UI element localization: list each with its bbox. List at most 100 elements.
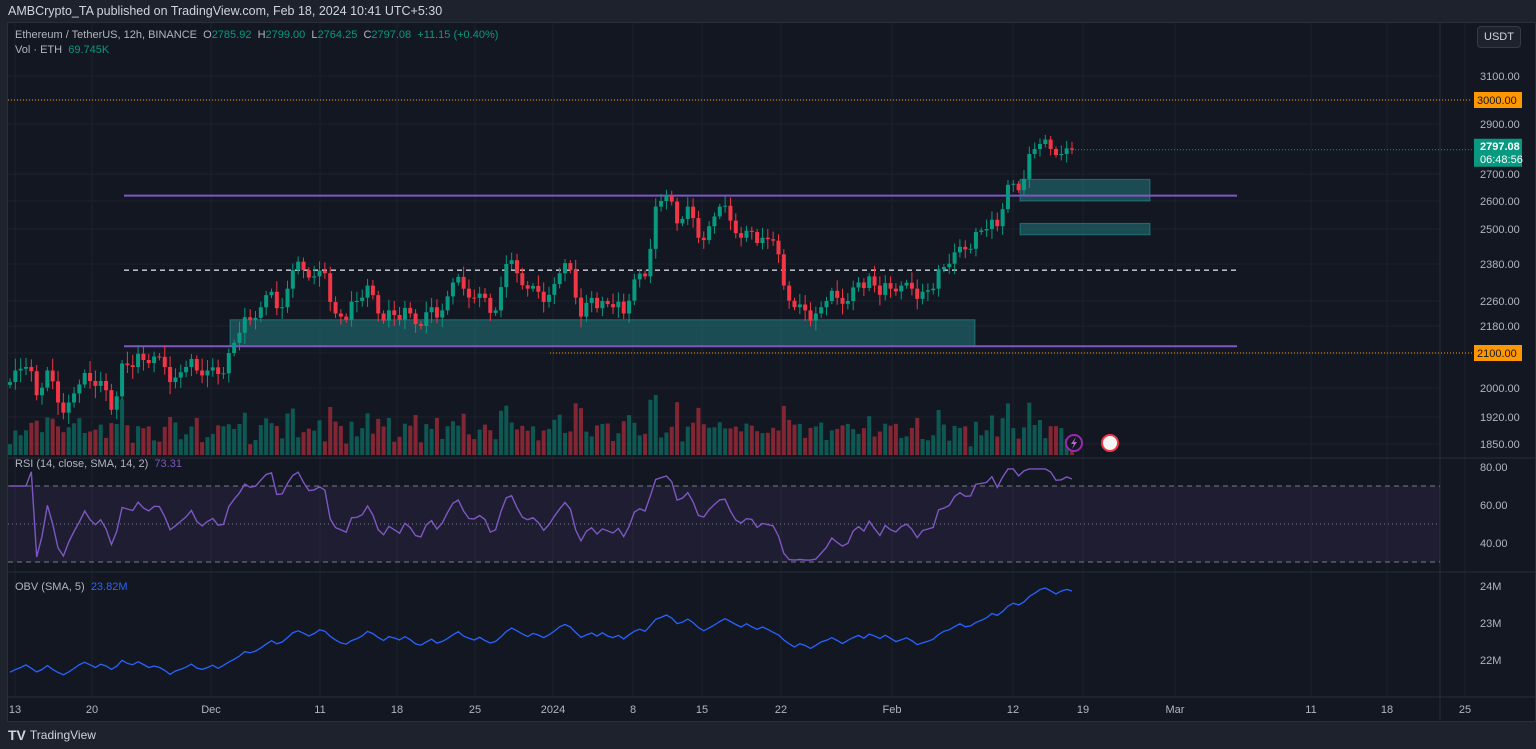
candle-body xyxy=(285,288,290,308)
volume-bar xyxy=(125,425,130,455)
candle-body xyxy=(189,358,194,367)
currency-button[interactable]: USDT xyxy=(1477,26,1521,48)
candle-body xyxy=(114,396,119,410)
volume-bar xyxy=(659,437,664,455)
candle-body xyxy=(72,393,77,403)
volume-bar xyxy=(973,421,978,455)
candle-body xyxy=(157,356,162,358)
level-label-bg xyxy=(1474,92,1522,108)
price-tick-label: 2700.00 xyxy=(1480,169,1520,181)
change-value: +11.15 (+0.40%) xyxy=(417,29,499,41)
candle-body xyxy=(696,218,701,238)
candle-body xyxy=(24,367,29,369)
candle-body xyxy=(744,230,749,238)
volume-bar xyxy=(386,417,391,455)
volume-bar xyxy=(109,423,114,455)
volume-bar xyxy=(296,437,301,455)
volume-value: 69.745K xyxy=(68,44,110,56)
price-badge-countdown: 06:48:56 xyxy=(1480,154,1523,166)
volume-bar xyxy=(434,417,439,455)
candle-body xyxy=(835,290,840,298)
volume-bar xyxy=(13,430,18,455)
candle-body xyxy=(669,195,674,202)
rsi-legend: RSI (14, close, SMA, 14, 2) 73.31 xyxy=(15,458,182,470)
tradingview-logo[interactable]: TV TradingView xyxy=(8,727,96,743)
obv-tick-label: 22M xyxy=(1480,655,1501,667)
volume-bar xyxy=(573,403,578,455)
volume-bar xyxy=(584,431,589,455)
volume-bar xyxy=(781,405,786,455)
candle-body xyxy=(995,219,1000,227)
candle-body xyxy=(600,301,605,309)
date-tick-label: 11 xyxy=(1305,704,1316,716)
date-tick-label: 12 xyxy=(1007,704,1019,716)
candle-body xyxy=(205,370,210,376)
symbol-name: Ethereum / TetherUS, 12h, BINANCE xyxy=(15,29,197,41)
volume-bar xyxy=(24,430,29,455)
volume-bar xyxy=(274,425,279,455)
level-label-bg xyxy=(1474,345,1522,361)
volume-bar xyxy=(867,416,872,455)
low-value: 2764.25 xyxy=(317,29,358,41)
volume-bar xyxy=(648,399,653,455)
volume-bar xyxy=(328,406,333,455)
candle-body xyxy=(120,363,125,397)
candle-body xyxy=(296,261,301,271)
candle-body xyxy=(365,285,370,298)
candle-body xyxy=(877,285,882,295)
candle-body xyxy=(370,285,375,296)
volume-bar xyxy=(312,430,317,455)
candle-body xyxy=(1000,209,1005,227)
volume-bar xyxy=(611,441,616,455)
candle-body xyxy=(498,287,503,311)
candle-body xyxy=(781,254,786,286)
candle-body xyxy=(1016,183,1021,191)
candle-body xyxy=(1064,148,1069,154)
volume-bar xyxy=(915,417,920,455)
candle-body xyxy=(733,220,738,234)
date-tick-label: Feb xyxy=(883,704,902,716)
price-badge xyxy=(1474,138,1522,167)
candle-body xyxy=(1043,139,1048,144)
candle-body xyxy=(536,285,541,292)
volume-bar xyxy=(509,422,514,455)
volume-bar xyxy=(418,442,423,455)
volume-bar xyxy=(845,423,850,455)
date-tick-label: 18 xyxy=(391,704,403,716)
candle-body xyxy=(616,301,621,308)
candle-body xyxy=(611,304,616,308)
volume-bar xyxy=(1000,418,1005,455)
volume-bar xyxy=(771,427,776,455)
volume-bar xyxy=(440,438,445,455)
volume-bar xyxy=(29,422,34,455)
volume-bar xyxy=(643,433,648,455)
volume-bar xyxy=(8,444,12,455)
candle-body xyxy=(221,373,226,375)
candle-body xyxy=(760,237,765,243)
candle-body xyxy=(568,263,573,271)
date-tick-label: 22 xyxy=(775,704,787,716)
volume-bar xyxy=(98,424,103,455)
candle-body xyxy=(712,216,717,227)
candle-body xyxy=(675,201,680,224)
volume-bar xyxy=(306,428,311,455)
candle-body xyxy=(851,287,856,301)
volume-bar xyxy=(477,429,482,455)
volume-bar xyxy=(402,423,407,455)
volume-bar xyxy=(893,423,898,455)
rsi-label: RSI (14, close, SMA, 14, 2) xyxy=(15,458,149,470)
candle-body xyxy=(434,307,439,318)
candle-body xyxy=(274,291,279,309)
candle-body xyxy=(50,370,55,382)
volume-bar xyxy=(952,425,957,455)
volume-bar xyxy=(941,424,946,455)
candle-body xyxy=(77,384,82,394)
volume-bar xyxy=(88,431,93,455)
volume-bar xyxy=(381,426,386,455)
candle-body xyxy=(1027,154,1032,179)
volume-bar xyxy=(397,436,402,455)
candle-body xyxy=(755,231,760,243)
volume-bar xyxy=(563,432,568,455)
volume-bar xyxy=(877,431,882,455)
